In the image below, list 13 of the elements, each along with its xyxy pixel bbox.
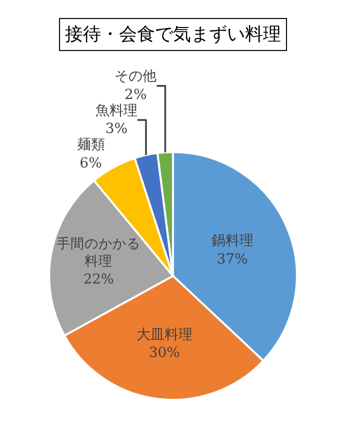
data-label: 2%	[124, 86, 147, 103]
slice-label: 鍋料理	[211, 233, 254, 250]
slice-label: その他	[114, 68, 157, 85]
data-label: 6%	[80, 155, 102, 172]
slice-label: 手間のかかる料理	[56, 236, 141, 270]
data-label: 30%	[148, 344, 180, 361]
chart-title: 接待・会食で気まずい料理	[65, 24, 281, 45]
data-label: 37%	[216, 251, 248, 268]
data-label: 3%	[105, 121, 128, 138]
slice-label: 大皿料理	[136, 326, 192, 343]
slice-label: 麺類	[76, 137, 105, 154]
slice-label: 魚料理	[95, 102, 138, 119]
data-label: 22%	[84, 271, 114, 288]
